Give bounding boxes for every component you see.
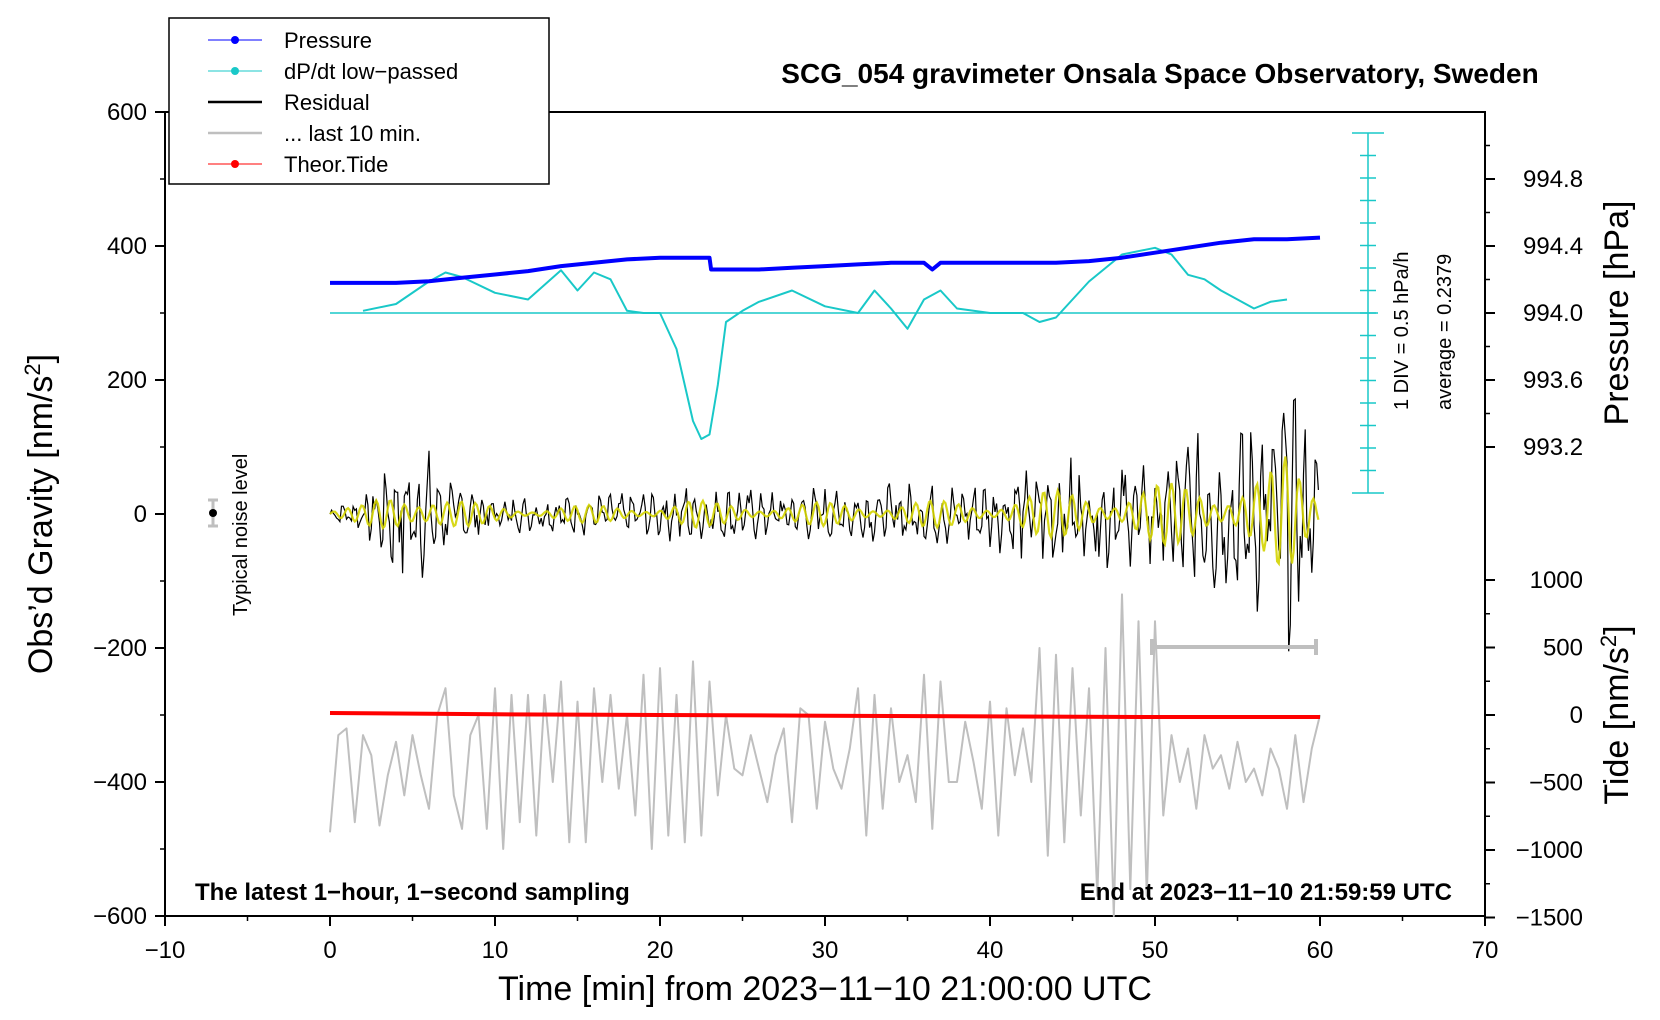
noise-dot	[209, 509, 217, 517]
legend-items: Pressure dP/dt low−passed Residual ... last…	[208, 28, 458, 177]
average-annotation: average = 0.2379	[1434, 254, 1456, 410]
tide-tick-label: 1000	[1530, 567, 1583, 594]
x-tick-label: 0	[323, 937, 336, 964]
series-last-10-min	[329, 593, 1321, 917]
series-residual	[329, 397, 1320, 652]
last-10-min-bracket	[1150, 639, 1318, 655]
x-tick-label: 50	[1142, 937, 1169, 964]
pressure-tick-label: 993.2	[1523, 434, 1583, 461]
legend-label: Residual	[284, 90, 370, 115]
x-axis-ticks: −10 0 10 20 30 40 50 60 70	[145, 916, 1499, 964]
pressure-tick-label: 994.0	[1523, 300, 1583, 327]
legend-marker	[231, 67, 239, 75]
x-tick-label: −10	[145, 937, 186, 964]
y-left-tick-label: 400	[107, 233, 147, 260]
y-left-axis-title: Obs’d Gravity [nm/s2]	[20, 354, 61, 674]
y-left-tick-label: −600	[93, 903, 147, 930]
y-left-axis-ticks: 600 400 200 0 −200 −400 −600	[93, 99, 165, 930]
chart-title: SCG_054 gravimeter Onsala Space Observat…	[781, 58, 1538, 89]
pressure-axis-title: Pressure [hPa]	[1598, 201, 1636, 426]
x-tick-label: 70	[1472, 937, 1499, 964]
noise-level-label: Typical noise level	[230, 454, 252, 616]
noise-level-marker	[208, 498, 218, 528]
y-left-tick-label: 200	[107, 367, 147, 394]
last-10-min-line	[329, 593, 1321, 917]
legend: Pressure dP/dt low−passed Residual ... last…	[168, 17, 550, 185]
tide-tick-label: −1500	[1516, 905, 1583, 932]
pressure-axis-ticks: 994.8 994.4 994.0 993.6 993.2	[1485, 144, 1583, 461]
tide-tick-label: −500	[1529, 770, 1583, 797]
tide-axis-title: Tide [nm/s2]	[1596, 625, 1637, 804]
tide-tick-label: 500	[1543, 635, 1583, 662]
tide-line	[329, 711, 1320, 719]
series-theoretical-tide	[329, 711, 1320, 719]
x-tick-label: 10	[482, 937, 509, 964]
legend-label: Pressure	[284, 28, 372, 53]
dpdt-line	[362, 246, 1288, 440]
tide-tick-label: 0	[1570, 702, 1583, 729]
y-left-tick-label: −400	[93, 769, 147, 796]
residual-filtered-line	[329, 456, 1320, 567]
x-tick-label: 30	[812, 937, 839, 964]
pressure-tick-label: 994.8	[1523, 166, 1583, 193]
y-left-tick-label: −200	[93, 635, 147, 662]
tide-axis-ticks: 1000 500 0 −500 −1000 −1500	[1485, 567, 1583, 932]
legend-label: ... last 10 min.	[284, 121, 421, 146]
pressure-tick-label: 993.6	[1523, 367, 1583, 394]
series-dpdt-low-passed	[362, 246, 1288, 440]
pressure-line	[330, 235, 1321, 285]
series-pressure	[330, 235, 1321, 285]
legend-marker	[231, 36, 239, 44]
y-left-tick-label: 600	[107, 99, 147, 126]
div-annotation: 1 DIV = 0.5 hPa/h	[1391, 252, 1413, 410]
legend-label: dP/dt low−passed	[284, 59, 458, 84]
pressure-tick-label: 994.4	[1523, 233, 1583, 260]
end-time-note: End at 2023−11−10 21:59:59 UTC	[1080, 879, 1452, 906]
legend-label: Theor.Tide	[284, 152, 388, 177]
x-tick-label: 20	[647, 937, 674, 964]
x-tick-label: 40	[977, 937, 1004, 964]
x-axis-title: Time [min] from 2023−11−10 21:00:00 UTC	[498, 970, 1152, 1008]
sampling-note: The latest 1−hour, 1−second sampling	[195, 879, 630, 906]
tide-tick-label: −1000	[1516, 837, 1583, 864]
legend-marker	[231, 160, 239, 168]
y-left-tick-label: 0	[134, 501, 147, 528]
x-tick-label: 60	[1307, 937, 1334, 964]
